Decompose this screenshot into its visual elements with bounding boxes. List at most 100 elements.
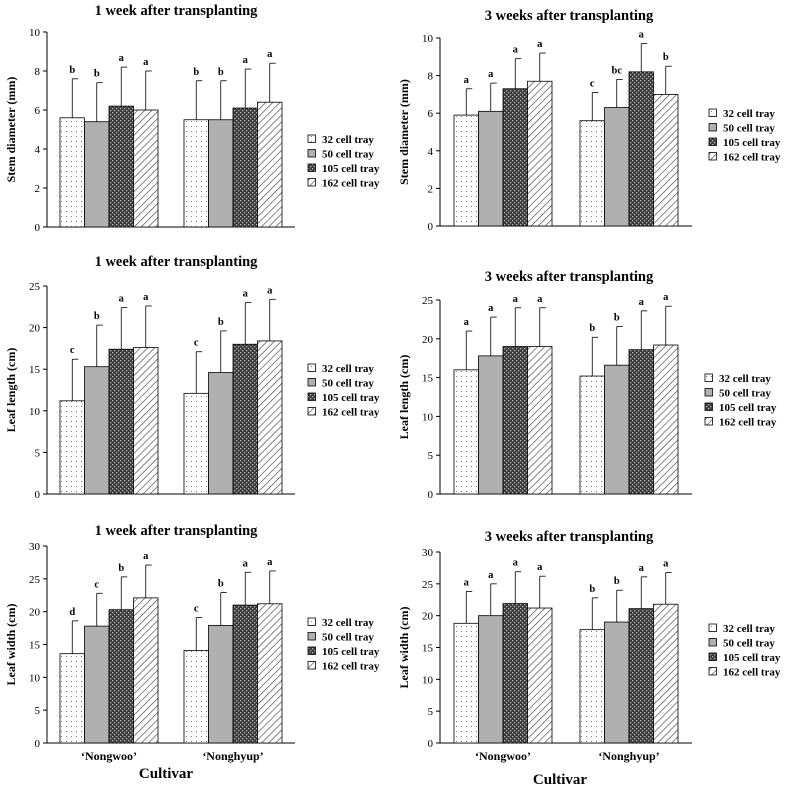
significance-letter: bc [612,65,623,76]
significance-letter: a [488,69,494,80]
y-tick-label: 25 [422,295,434,307]
bar [527,607,553,744]
y-axis-label: Leaf width (cm) [397,607,411,689]
bar [653,603,679,744]
y-tick-label: 10 [422,674,434,686]
legend-label: 32 cell tray [322,134,374,146]
legend-label: 50 cell tray [723,123,775,135]
x-category-label: ‘Nonghyup’ [598,749,659,763]
chart-title: 1 week after transplanting [95,3,259,19]
legend-label: 162 cell tray [322,407,380,419]
y-tick-label: 10 [29,672,41,684]
significance-letter: a [488,303,494,314]
bar [502,346,528,495]
significance-letter: c [70,345,75,356]
y-tick-label: 30 [422,547,434,559]
y-tick-label: 0 [428,738,434,750]
legend-label: 162 cell tray [322,178,380,190]
legend-swatch [307,163,316,172]
legend-label: 50 cell tray [719,388,771,400]
legend-swatch [307,363,316,372]
y-tick-label: 5 [428,706,434,718]
significance-letter: b [614,576,620,587]
y-tick-label: 0 [35,222,41,234]
y-tick-label: 2 [428,183,434,195]
y-tick-label: 25 [422,579,434,591]
y-tick-label: 20 [422,611,434,623]
y-tick-label: 5 [35,705,41,717]
legend-label: 32 cell tray [723,108,775,120]
bar [183,119,209,228]
significance-letter: b [589,584,595,595]
bar [133,109,159,228]
legend-swatch [307,632,316,641]
y-tick-label: 8 [428,71,434,83]
legend-swatch [307,407,316,416]
significance-letter: b [69,65,75,76]
legend-swatch [307,134,316,143]
significance-letter: d [69,607,75,618]
significance-letter: a [513,294,519,305]
bar [133,347,159,495]
bar [232,343,258,495]
bar [628,71,654,227]
legend-label: 105 cell tray [723,652,781,664]
bar [527,80,553,227]
bar [604,621,630,744]
bar [628,349,654,495]
legend-label: 105 cell tray [322,392,380,404]
chart-panel-4: 3 weeks after transplanting Leaf length (… [397,269,777,501]
y-tick-label: 25 [29,574,41,586]
bar [232,107,258,228]
significance-letter: a [663,558,669,569]
significance-letter: a [537,562,543,573]
bar [208,119,234,228]
significance-letter: b [218,317,224,328]
bar [527,346,553,495]
bar [208,625,234,744]
bar [183,650,209,744]
significance-letter: a [639,563,645,574]
bar [84,625,110,744]
significance-letter: a [119,53,125,64]
legend-swatch [704,373,713,382]
legend-label: 50 cell tray [723,638,775,650]
y-tick-label: 10 [29,27,41,39]
significance-letter: a [537,39,543,50]
legend-label: 32 cell tray [723,623,775,635]
significance-letter: a [464,577,470,588]
legend-label: 32 cell tray [322,617,374,629]
bar [653,94,679,227]
legend-swatch [307,178,316,187]
bar [579,375,605,495]
y-tick-label: 30 [29,541,41,553]
significance-letter: b [118,563,124,574]
legend-swatch [307,378,316,387]
legend-label: 32 cell tray [322,363,374,375]
y-axis-label: Stem diameter (mm) [4,77,18,183]
y-tick-label: 10 [29,406,41,418]
bar [453,114,479,227]
y-tick-label: 6 [428,108,434,120]
y-axis-label: Stem diameter (mm) [397,79,411,185]
legend-label: 105 cell tray [322,646,380,658]
y-tick-label: 15 [29,640,41,652]
bar [604,364,630,495]
y-axis-label: Leaf length (cm) [397,355,411,440]
legend-swatch [307,392,316,401]
y-tick-label: 0 [428,221,434,233]
legend-swatch [708,652,717,661]
legend-swatch [307,149,316,158]
bar [59,117,85,228]
bar [59,653,85,744]
significance-letter: b [193,67,199,78]
legend-swatch [708,152,717,161]
significance-letter: a [537,294,543,305]
significance-letter: a [267,557,273,568]
significance-letter: c [94,579,99,590]
y-tick-label: 25 [29,281,41,293]
y-tick-label: 5 [428,450,434,462]
legend-label: 50 cell tray [322,378,374,390]
significance-letter: a [143,551,149,562]
chart-title: 3 weeks after transplanting [485,8,654,24]
